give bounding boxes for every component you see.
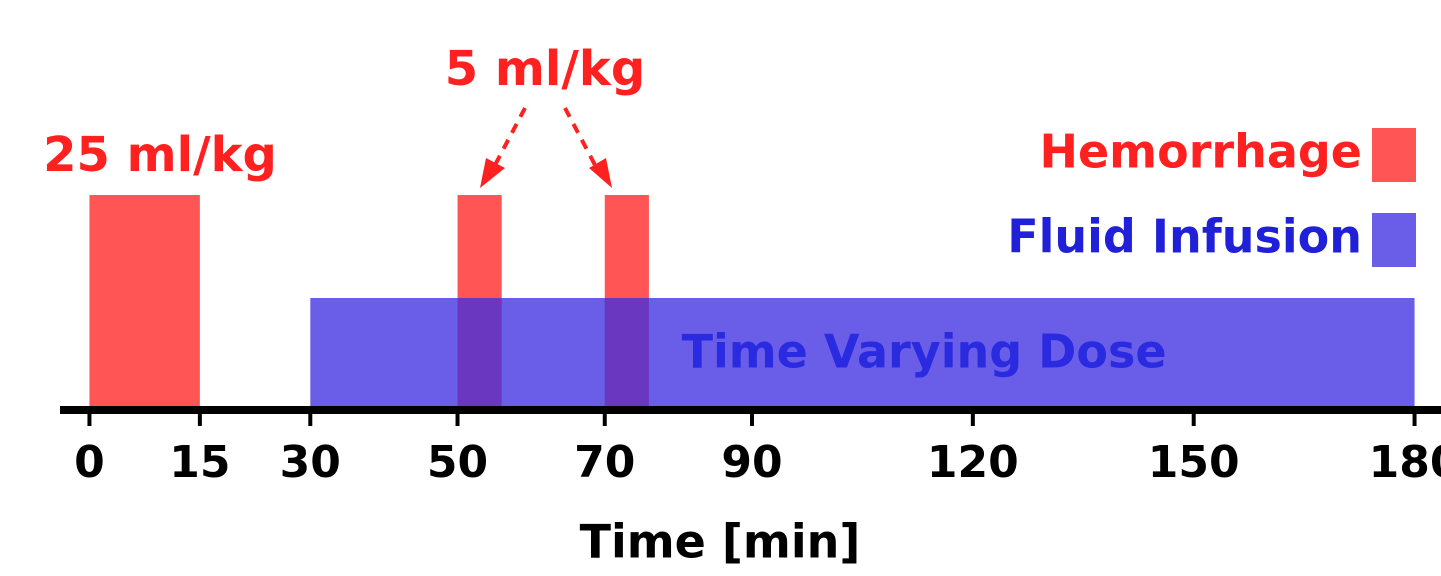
arrow-head	[589, 158, 612, 188]
legend-swatch	[1372, 128, 1416, 182]
x-tick-label: 50	[427, 437, 488, 488]
interval-bar	[310, 298, 1415, 410]
legend-label: Hemorrhage	[1039, 125, 1362, 179]
legend-label: Fluid Infusion	[1007, 210, 1362, 264]
x-tick-label: 0	[74, 437, 105, 488]
x-tick-label: 150	[1148, 437, 1240, 488]
x-tick-label: 70	[574, 437, 635, 488]
x-tick-label: 120	[927, 437, 1019, 488]
x-tick-label: 90	[721, 437, 782, 488]
arrow-head	[480, 158, 505, 188]
arrows	[493, 107, 597, 166]
x-tick-label: 15	[169, 437, 230, 488]
x-axis-label: Time [min]	[580, 515, 861, 569]
annotation: 5 ml/kg	[445, 41, 645, 97]
interval-bar	[89, 195, 200, 410]
x-tick-label: 30	[280, 437, 341, 488]
legend-swatch	[1372, 213, 1416, 267]
bar-label: Time Varying Dose	[682, 325, 1167, 379]
x-tick-label: 180	[1369, 437, 1441, 488]
annotation: 25 ml/kg	[43, 127, 277, 183]
